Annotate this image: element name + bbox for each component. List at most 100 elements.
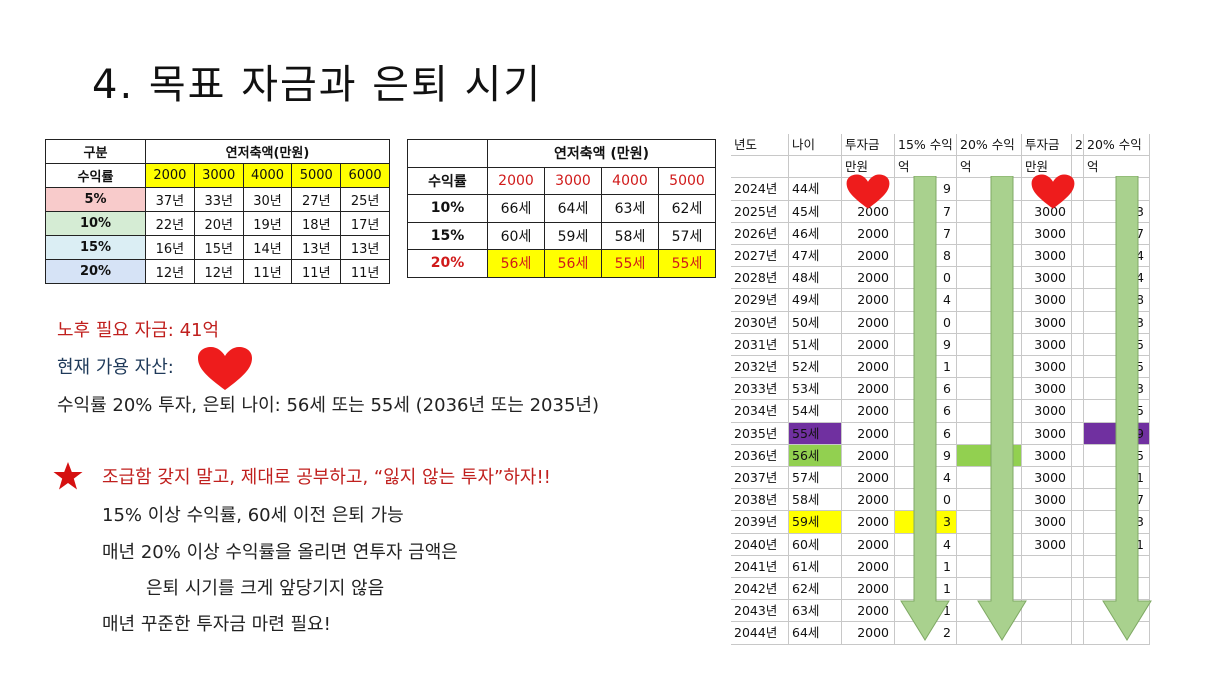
investment-cell[interactable]: 3000 <box>1022 400 1072 422</box>
year-cell[interactable]: 2043년 <box>731 600 789 622</box>
return-15-cell[interactable]: 7 <box>895 200 957 222</box>
year-cell[interactable]: 2044년 <box>731 622 789 644</box>
year-cell[interactable]: 2026년 <box>731 222 789 244</box>
narrow-cell[interactable] <box>1072 489 1084 511</box>
investment-cell[interactable] <box>1022 622 1072 644</box>
age-cell[interactable]: 61세 <box>789 555 842 577</box>
age-cell[interactable]: 44세 <box>789 178 842 200</box>
investment-cell[interactable]: 2000 <box>842 222 895 244</box>
return-15-cell[interactable]: 1 <box>895 600 957 622</box>
return-15-cell[interactable]: 7 <box>895 222 957 244</box>
year-cell[interactable]: 2025년 <box>731 200 789 222</box>
narrow-cell[interactable] <box>1072 267 1084 289</box>
year-cell[interactable]: 2032년 <box>731 356 789 378</box>
investment-cell[interactable] <box>842 178 895 200</box>
age-cell[interactable]: 56세 <box>789 444 842 466</box>
narrow-cell[interactable] <box>1072 356 1084 378</box>
narrow-cell[interactable] <box>1072 245 1084 267</box>
return-20-cell[interactable] <box>957 489 1022 511</box>
column-subheader[interactable]: 만원 <box>1022 156 1072 178</box>
return-20-cell[interactable] <box>957 333 1022 355</box>
return-20-cell[interactable] <box>957 311 1022 333</box>
return-20-cell[interactable] <box>957 245 1022 267</box>
column-subheader[interactable]: 억 <box>957 156 1022 178</box>
column-header[interactable]: 투자금 <box>1022 134 1072 156</box>
return-20-cell[interactable]: 3 <box>1084 511 1150 533</box>
age-cell[interactable]: 59세 <box>789 511 842 533</box>
narrow-cell[interactable] <box>1072 378 1084 400</box>
investment-cell[interactable]: 2000 <box>842 245 895 267</box>
return-15-cell[interactable]: 0 <box>895 489 957 511</box>
return-15-cell[interactable]: 4 <box>895 467 957 489</box>
investment-cell[interactable]: 2000 <box>842 378 895 400</box>
investment-cell[interactable] <box>1022 555 1072 577</box>
narrow-cell[interactable] <box>1072 178 1084 200</box>
year-cell[interactable]: 2030년 <box>731 311 789 333</box>
investment-cell[interactable] <box>1022 578 1072 600</box>
age-cell[interactable]: 47세 <box>789 245 842 267</box>
narrow-cell[interactable] <box>1072 200 1084 222</box>
return-20-cell[interactable]: 1 <box>1084 467 1150 489</box>
return-20-cell[interactable] <box>957 511 1022 533</box>
return-20-cell[interactable] <box>957 356 1022 378</box>
return-20-cell[interactable] <box>957 555 1022 577</box>
narrow-cell[interactable] <box>1072 289 1084 311</box>
return-20-cell[interactable]: 8 <box>1084 289 1150 311</box>
narrow-cell[interactable] <box>1072 578 1084 600</box>
return-20-cell[interactable]: 5 <box>1084 333 1150 355</box>
narrow-cell[interactable] <box>1072 622 1084 644</box>
return-20-cell[interactable] <box>1084 555 1150 577</box>
age-cell[interactable]: 62세 <box>789 578 842 600</box>
investment-cell[interactable]: 3000 <box>1022 422 1072 444</box>
year-cell[interactable]: 2028년 <box>731 267 789 289</box>
age-cell[interactable]: 64세 <box>789 622 842 644</box>
return-15-cell[interactable]: 2 <box>895 622 957 644</box>
investment-cell[interactable]: 2000 <box>842 422 895 444</box>
year-cell[interactable]: 2024년 <box>731 178 789 200</box>
column-header[interactable]: 20% 수익 <box>1084 134 1150 156</box>
age-cell[interactable]: 54세 <box>789 400 842 422</box>
investment-cell[interactable]: 3000 <box>1022 467 1072 489</box>
year-cell[interactable]: 2035년 <box>731 422 789 444</box>
investment-cell[interactable]: 2000 <box>842 400 895 422</box>
return-20-cell[interactable] <box>1084 178 1150 200</box>
investment-cell[interactable]: 2000 <box>842 533 895 555</box>
narrow-cell[interactable] <box>1072 600 1084 622</box>
investment-cell[interactable]: 3000 <box>1022 511 1072 533</box>
return-20-cell[interactable]: 3 <box>1084 378 1150 400</box>
return-15-cell[interactable]: 6 <box>895 378 957 400</box>
investment-cell[interactable]: 2000 <box>842 289 895 311</box>
investment-cell[interactable]: 2000 <box>842 555 895 577</box>
return-20-cell[interactable] <box>1084 622 1150 644</box>
investment-cell[interactable]: 2000 <box>842 578 895 600</box>
age-cell[interactable]: 45세 <box>789 200 842 222</box>
return-20-cell[interactable] <box>957 200 1022 222</box>
age-cell[interactable]: 46세 <box>789 222 842 244</box>
column-header[interactable]: 15% 수익 <box>895 134 957 156</box>
investment-cell[interactable]: 3000 <box>1022 356 1072 378</box>
column-header[interactable]: 투자금 <box>842 134 895 156</box>
age-cell[interactable]: 57세 <box>789 467 842 489</box>
return-15-cell[interactable]: 6 <box>895 400 957 422</box>
investment-cell[interactable]: 3000 <box>1022 333 1072 355</box>
year-cell[interactable]: 2037년 <box>731 467 789 489</box>
age-cell[interactable]: 58세 <box>789 489 842 511</box>
return-20-cell[interactable] <box>957 422 1022 444</box>
year-cell[interactable]: 2031년 <box>731 333 789 355</box>
return-15-cell[interactable]: 0 <box>895 311 957 333</box>
return-15-cell[interactable]: 1 <box>895 356 957 378</box>
age-cell[interactable]: 52세 <box>789 356 842 378</box>
return-20-cell[interactable] <box>957 622 1022 644</box>
age-cell[interactable]: 53세 <box>789 378 842 400</box>
narrow-cell[interactable] <box>1072 533 1084 555</box>
return-20-cell[interactable] <box>1084 578 1150 600</box>
narrow-cell[interactable] <box>1072 555 1084 577</box>
return-20-cell[interactable]: 5 <box>1084 356 1150 378</box>
column-subheader[interactable]: 억 <box>1084 156 1150 178</box>
investment-cell[interactable]: 2000 <box>842 622 895 644</box>
year-cell[interactable]: 2034년 <box>731 400 789 422</box>
investment-cell[interactable]: 2000 <box>842 356 895 378</box>
column-header[interactable]: 2 <box>1072 134 1084 156</box>
investment-cell[interactable]: 3000 <box>1022 533 1072 555</box>
return-15-cell[interactable]: 1 <box>895 578 957 600</box>
